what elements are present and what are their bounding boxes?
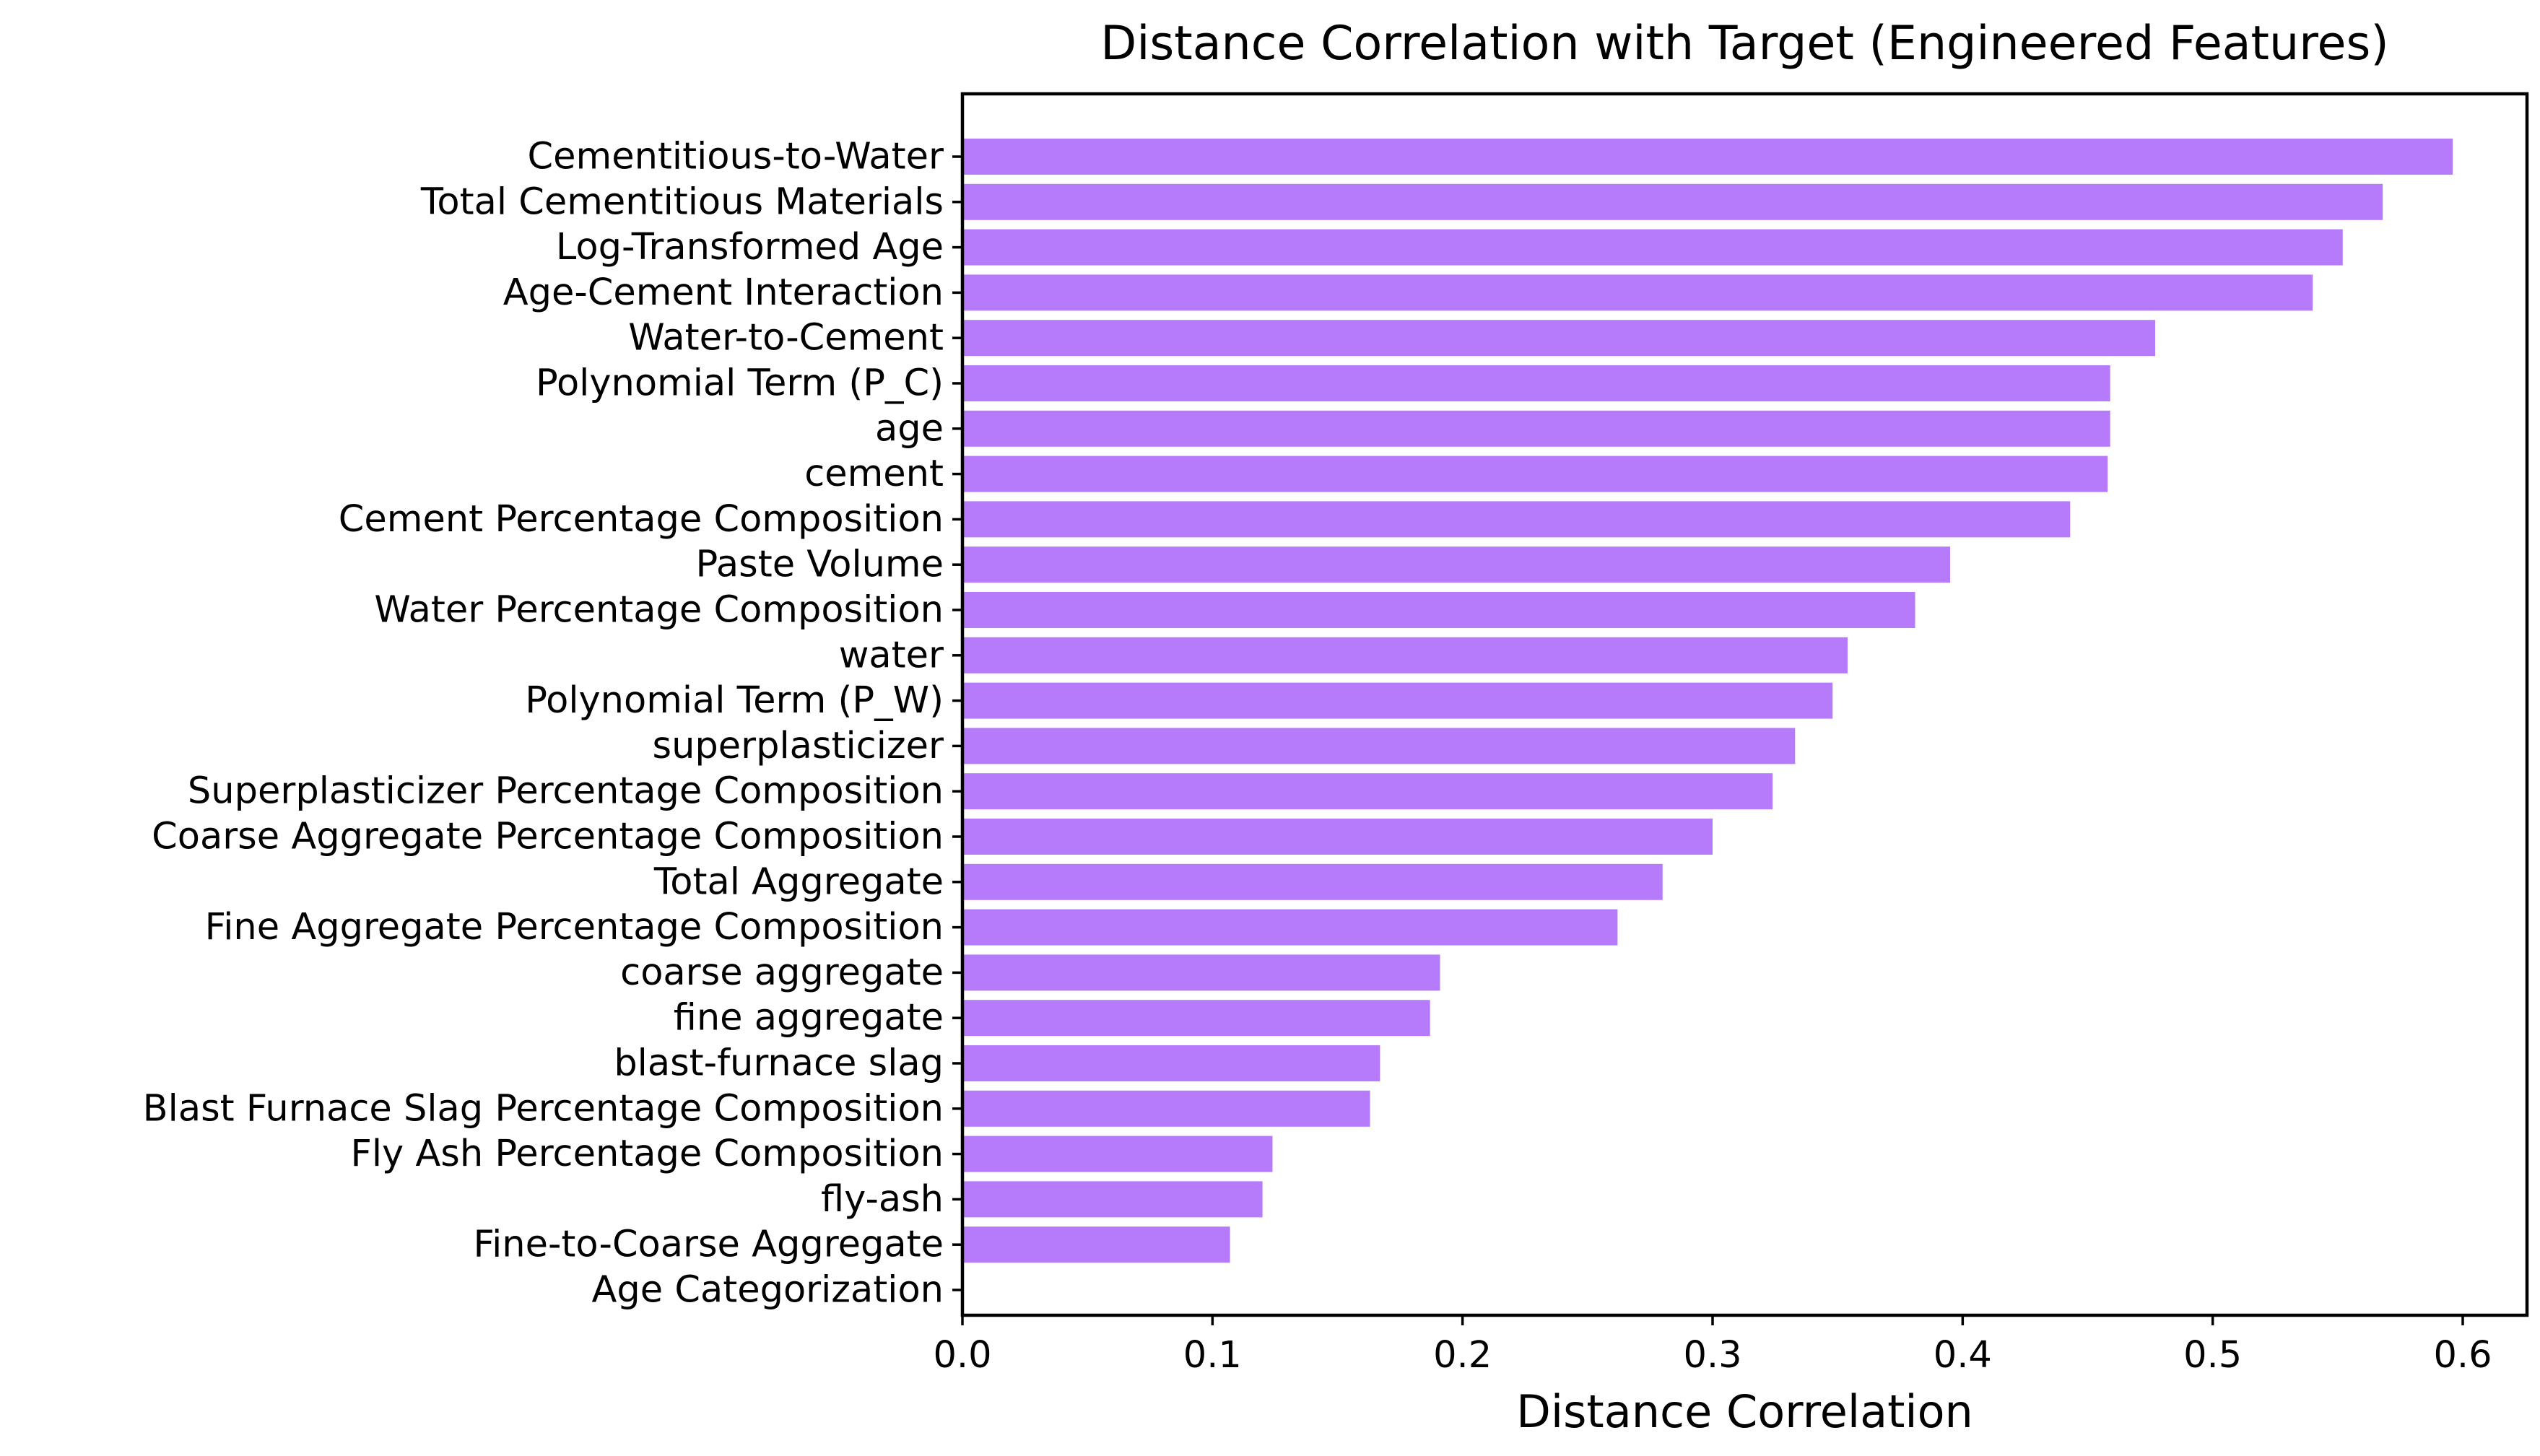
bar [962,546,1951,583]
category-label: superplasticizer [653,725,944,767]
x-axis-label: Distance Correlation [1516,1385,1973,1438]
category-label: cement [804,453,944,495]
category-label: Cementitious-to-Water [528,136,944,178]
category-label: water [839,634,944,676]
category-label: Total Aggregate [653,860,944,903]
category-label: Fine-to-Coarse Aggregate [474,1224,944,1266]
bar [962,274,2313,311]
category-label: Paste Volume [695,544,944,586]
bar [962,1226,1230,1263]
bar [962,1090,1370,1127]
bar [962,183,2383,220]
category-label: Log-Transformed Age [556,226,944,269]
x-tick-label: 0.3 [1683,1334,1741,1377]
bar [962,773,1773,810]
bar [962,1135,1273,1172]
bar [962,1000,1430,1037]
chart-title: Distance Correlation with Target (Engine… [1100,17,2388,71]
bar [962,139,2453,175]
category-label: age [875,407,944,450]
category-label: Water-to-Cement [628,317,944,359]
category-label: Total Cementitious Materials [420,180,944,223]
category-label: Polynomial Term (P_C) [536,362,944,405]
category-label: Age Categorization [591,1269,944,1312]
bar [962,320,2156,357]
category-label: fly-ash [821,1178,944,1221]
category-label: Polynomial Term (P_W) [525,679,944,722]
bar [962,819,1713,855]
category-label: Coarse Aggregate Percentage Composition [152,816,944,858]
bar [962,229,2343,266]
bar [962,365,2110,401]
bar [962,455,2108,492]
category-label: fine aggregate [674,997,944,1039]
x-tick-label: 0.4 [1934,1334,1992,1377]
bar [962,909,1618,946]
x-tick-label: 0.6 [2433,1334,2492,1377]
category-label: Cement Percentage Composition [339,498,944,541]
x-tick-label: 0.1 [1183,1334,1242,1377]
bar [962,637,1848,673]
bar [962,592,1915,628]
bar [962,410,2110,447]
bar [962,1045,1380,1081]
bar [962,728,1796,764]
category-label: Water Percentage Composition [374,589,944,632]
bar [962,863,1663,900]
bar [962,501,2071,538]
category-label: coarse aggregate [620,951,944,994]
bar [962,954,1440,991]
bars-layer [962,139,2453,1263]
plot-frame [960,92,2529,1317]
x-tick-label: 0.2 [1433,1334,1492,1377]
x-tick-label: 0.5 [2183,1334,2242,1377]
category-label: Fine Aggregate Percentage Composition [205,906,944,949]
category-label: Superplasticizer Percentage Composition [188,770,944,813]
x-axis-ticks: 0.0 0.1 0.2 0.3 0.4 0.5 0.6 [933,1315,2492,1377]
x-tick-label: 0.0 [933,1334,991,1377]
category-label: Blast Furnace Slag Percentage Compositio… [143,1087,944,1130]
category-label: Age-Cement Interaction [503,271,944,314]
bar [962,682,1833,719]
bar [962,1181,1263,1218]
category-label: blast-furnace slag [614,1042,944,1085]
category-label: Fly Ash Percentage Composition [350,1133,944,1175]
